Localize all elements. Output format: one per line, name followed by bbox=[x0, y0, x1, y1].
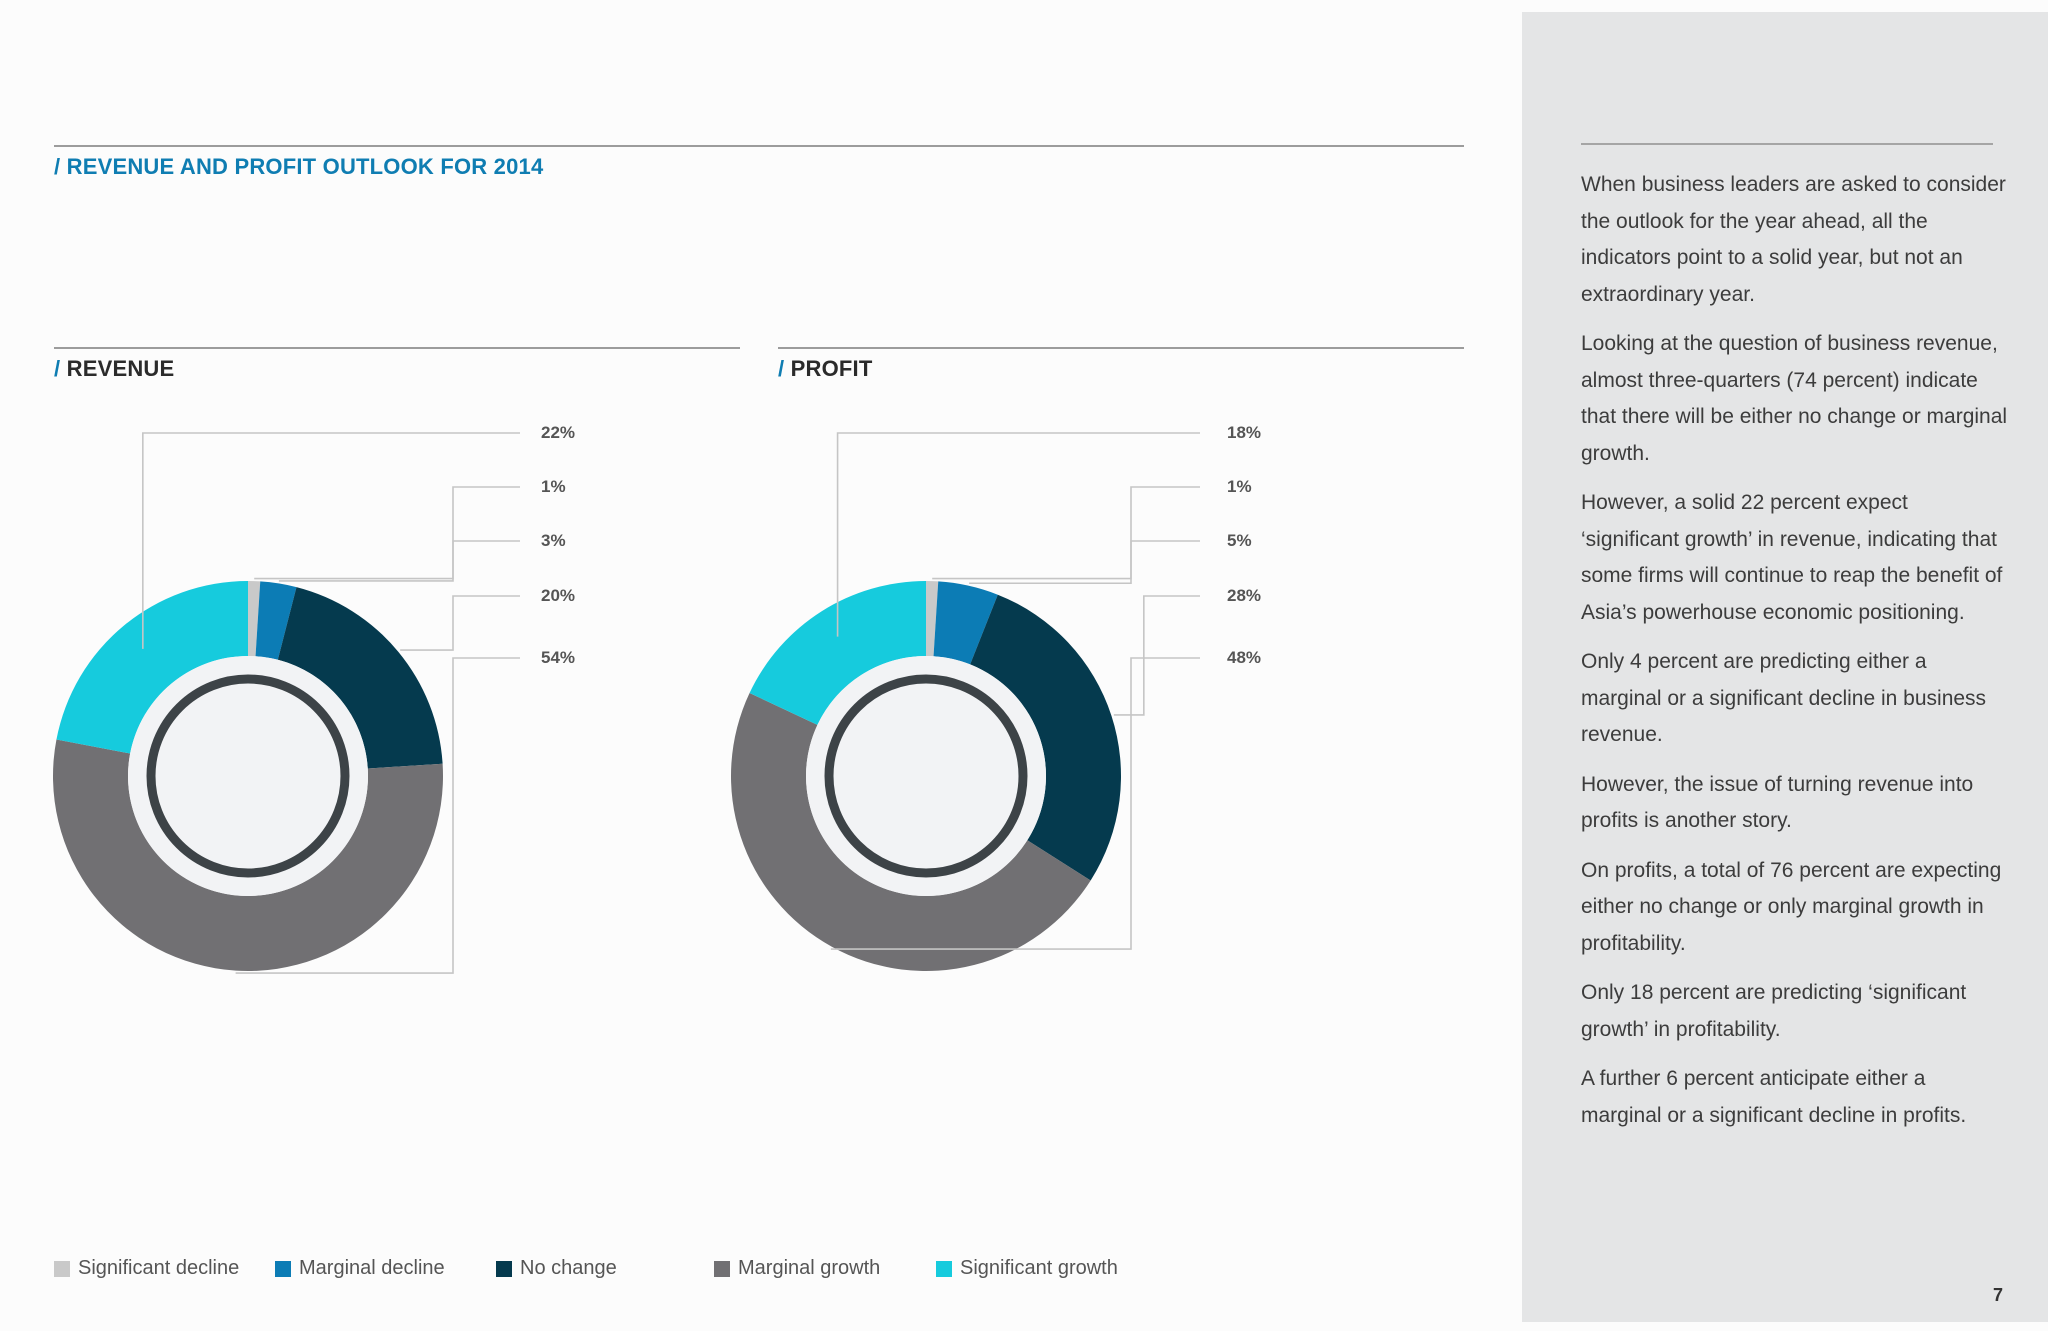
sidebar-rule bbox=[1581, 143, 1993, 145]
paragraph: When business leaders are asked to consi… bbox=[1581, 173, 2006, 306]
leader-line-significant-growth bbox=[142, 432, 520, 649]
profit-rule bbox=[778, 347, 1464, 349]
paragraph: Looking at the question of business reve… bbox=[1581, 332, 2008, 465]
sidebar-text: When business leaders are asked to consi… bbox=[1581, 167, 2011, 1147]
legend-swatch bbox=[275, 1260, 291, 1277]
profit-heading-text: PROFIT bbox=[790, 356, 873, 381]
revenue-slice-marginal-decline bbox=[255, 581, 297, 660]
paragraph: A further 6 percent anticipate either a … bbox=[1581, 1067, 1967, 1127]
legend-label: Significant growth bbox=[960, 1257, 1118, 1279]
donut-inner-ring bbox=[146, 674, 350, 878]
profit-slice-significant-decline bbox=[926, 581, 939, 657]
leader-line-no-change bbox=[400, 595, 520, 651]
legend-significant-decline: Significant decline bbox=[54, 1257, 239, 1280]
paragraph: However, a solid 22 percent expect ‘sign… bbox=[1581, 491, 2003, 624]
revenue-donut-chart: 22% 1% 3% 20% 54% bbox=[53, 423, 575, 974]
revenue-heading: / REVENUE bbox=[54, 356, 175, 381]
revenue-label-significant-growth: 22% bbox=[541, 423, 575, 442]
profit-label-marginal-growth: 48% bbox=[1227, 648, 1261, 667]
legend-label: Marginal decline bbox=[299, 1257, 445, 1279]
donut-hole bbox=[128, 656, 368, 896]
profit-label-significant-decline: 1% bbox=[1227, 477, 1252, 496]
legend-label: Significant decline bbox=[78, 1257, 240, 1279]
leader-line-marginal-decline bbox=[969, 540, 1200, 585]
profit-label-no-change: 28% bbox=[1227, 586, 1261, 605]
leader-line-significant-decline bbox=[932, 486, 1200, 580]
legend-swatch bbox=[54, 1260, 70, 1277]
revenue-slice-no-change bbox=[277, 587, 443, 769]
profit-heading: / PROFIT bbox=[778, 356, 873, 381]
paragraph: However, the issue of turning revenue in… bbox=[1581, 772, 1974, 833]
profit-slice-significant-growth bbox=[749, 581, 926, 725]
profit-label-significant-growth: 18% bbox=[1227, 423, 1261, 442]
legend-swatch bbox=[496, 1260, 512, 1277]
leader-line-significant-growth bbox=[836, 432, 1200, 637]
profit-slice-marginal-growth bbox=[731, 692, 1091, 971]
paragraph: Only 4 percent are predicting either a m… bbox=[1581, 650, 1987, 746]
title-rule bbox=[54, 145, 1464, 147]
profit-label-marginal-decline: 5% bbox=[1227, 531, 1252, 550]
leader-line-marginal-decline bbox=[278, 540, 520, 582]
donut-inner-ring bbox=[824, 674, 1028, 878]
commentary-sidebar: When business leaders are asked to consi… bbox=[1522, 12, 2048, 1322]
revenue-heading-text: REVENUE bbox=[66, 356, 175, 381]
profit-slice-no-change bbox=[970, 594, 1121, 881]
legend-significant-growth: Significant growth bbox=[936, 1257, 1118, 1280]
legend-no-change: No change bbox=[496, 1257, 617, 1280]
profit-donut-chart: 18% 1% 5% 28% 48% bbox=[731, 423, 1261, 971]
revenue-label-significant-decline: 1% bbox=[541, 477, 566, 496]
revenue-label-marginal-growth: 54% bbox=[541, 648, 575, 667]
leader-line-marginal-growth bbox=[830, 657, 1200, 950]
profit-slice-marginal-decline bbox=[933, 581, 998, 665]
page-number: 7 bbox=[1992, 1285, 2003, 1305]
leader-line-marginal-growth bbox=[235, 657, 520, 974]
legend-label: Marginal growth bbox=[738, 1257, 881, 1279]
legend-swatch bbox=[714, 1260, 730, 1277]
legend-label: No change bbox=[520, 1257, 617, 1279]
page-title: / REVENUE AND PROFIT OUTLOOK FOR 2014 bbox=[54, 154, 544, 179]
revenue-slice-significant-growth bbox=[56, 581, 249, 754]
paragraph: Only 18 percent are predicting ‘signific… bbox=[1581, 981, 1967, 1041]
revenue-slice-significant-decline bbox=[248, 581, 261, 657]
legend-swatch bbox=[936, 1260, 952, 1277]
legend-marginal-growth: Marginal growth bbox=[714, 1257, 880, 1280]
legend-marginal-decline: Marginal decline bbox=[275, 1257, 445, 1280]
leader-line-significant-decline bbox=[254, 486, 520, 580]
leader-line-no-change bbox=[1113, 595, 1200, 716]
revenue-slice-marginal-growth bbox=[53, 739, 444, 972]
revenue-label-no-change: 20% bbox=[541, 586, 575, 605]
revenue-label-marginal-decline: 3% bbox=[541, 531, 566, 550]
donut-hole bbox=[806, 656, 1046, 896]
paragraph: On profits, a total of 76 percent are ex… bbox=[1581, 858, 2002, 955]
charts-svg: 22% 1% 3% 20% 54% 18% 1% 5% 28% 48% bbox=[53, 423, 1261, 974]
revenue-rule bbox=[54, 347, 740, 349]
